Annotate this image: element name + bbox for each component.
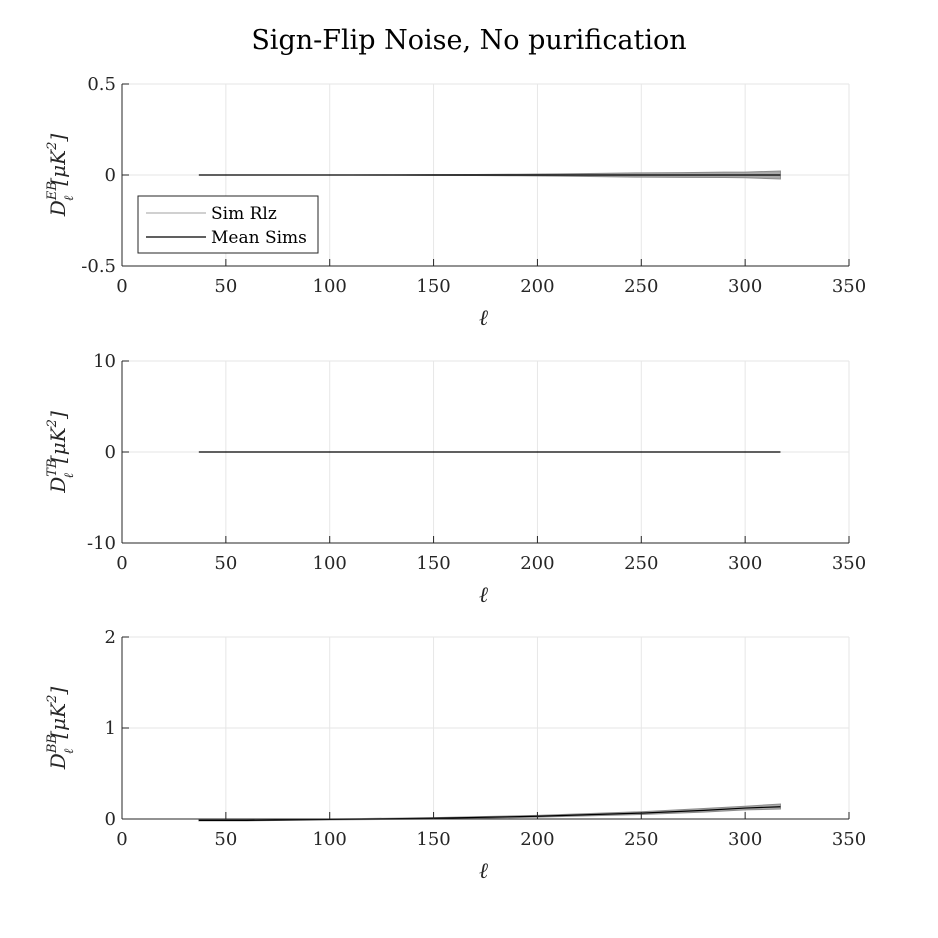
x-tick-label: 350 (832, 829, 866, 850)
x-tick-label: 50 (214, 276, 237, 297)
x-tick-label: 300 (728, 276, 762, 297)
x-tick-label: 250 (624, 553, 658, 574)
y-axis-label: DEB ℓ[μK2] (45, 134, 77, 218)
y-tick-label: 0 (105, 442, 116, 463)
y-tick-label: -10 (87, 533, 116, 554)
x-tick-label: 250 (624, 276, 658, 297)
x-tick-label: 200 (520, 829, 554, 850)
x-tick-label: 200 (520, 553, 554, 574)
y-tick-label: 10 (93, 351, 116, 372)
legend-entry-label: Sim Rlz (211, 204, 277, 224)
y-tick-label: -0.5 (81, 256, 116, 277)
y-tick-label: 0 (105, 809, 116, 830)
y-tick-label: 0.5 (87, 74, 116, 95)
legend: Sim Rlz Mean Sims (137, 195, 319, 254)
y-tick-label: 2 (105, 627, 116, 648)
legend-box (137, 195, 319, 254)
x-tick-label: 0 (116, 553, 127, 574)
x-axis-label: ℓ (479, 306, 489, 331)
y-tick-label: 1 (105, 718, 116, 739)
x-tick-label: 150 (416, 276, 450, 297)
x-tick-label: 200 (520, 276, 554, 297)
x-axis-label: ℓ (479, 583, 489, 608)
x-tick-label: 350 (832, 553, 866, 574)
x-tick-label: 0 (116, 829, 127, 850)
x-tick-label: 250 (624, 829, 658, 850)
x-tick-label: 300 (728, 553, 762, 574)
x-tick-label: 100 (313, 276, 347, 297)
x-tick-label: 300 (728, 829, 762, 850)
x-tick-label: 50 (214, 829, 237, 850)
x-tick-label: 50 (214, 553, 237, 574)
figure-title: Sign-Flip Noise, No purification (251, 25, 686, 56)
y-axis-label: DBB ℓ[μK2] (45, 687, 77, 771)
y-tick-label: 0 (105, 165, 116, 186)
x-tick-label: 100 (313, 829, 347, 850)
x-tick-label: 0 (116, 276, 127, 297)
x-tick-label: 100 (313, 553, 347, 574)
x-tick-label: 350 (832, 276, 866, 297)
legend-entry-label: Mean Sims (211, 228, 307, 248)
x-tick-label: 150 (416, 829, 450, 850)
panel-3: 0 50 100 150 200 250 300 350 0 1 2 ℓ DBB ℓ[μK2] (45, 627, 866, 884)
y-axis-label: DTB ℓ[μK2] (45, 411, 77, 494)
x-axis-label: ℓ (479, 859, 489, 884)
x-tick-label: 150 (416, 553, 450, 574)
